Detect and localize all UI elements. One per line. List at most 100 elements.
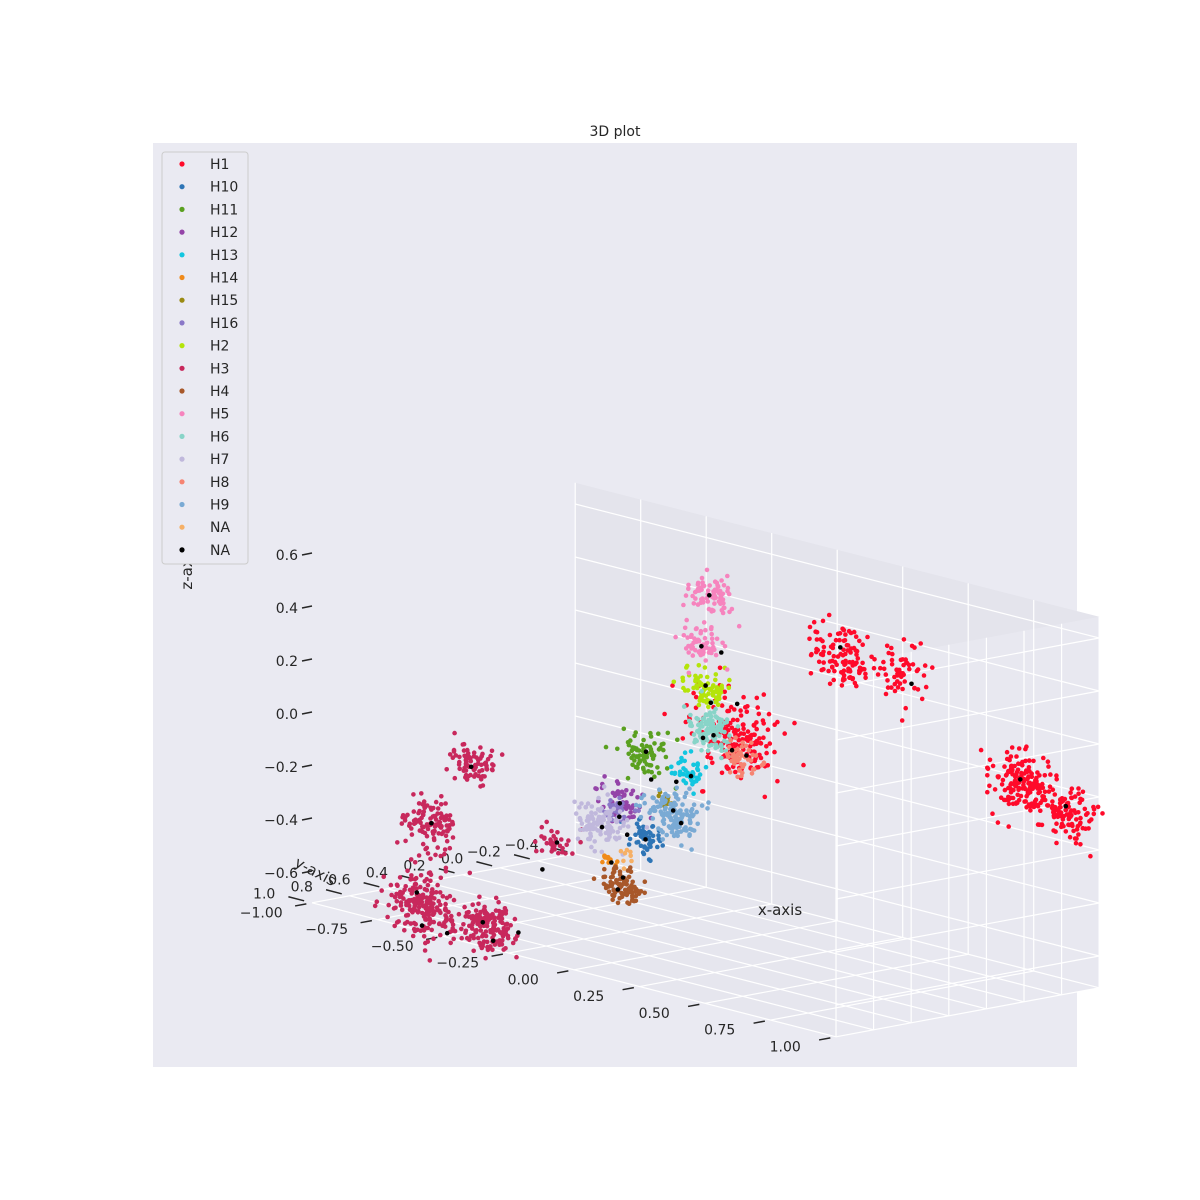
data-point	[648, 858, 653, 864]
data-point	[447, 845, 453, 851]
data-point	[827, 681, 833, 687]
data-point	[605, 792, 610, 797]
data-point	[452, 730, 457, 736]
data-point	[617, 805, 622, 811]
data-point	[488, 753, 493, 759]
data-point	[451, 747, 457, 753]
data-point	[637, 803, 643, 809]
x-tick-label: −0.25	[436, 956, 479, 972]
data-point	[743, 705, 748, 710]
data-point	[610, 870, 616, 876]
data-point	[514, 954, 519, 960]
data-point	[1077, 821, 1083, 827]
data-point	[1077, 800, 1082, 805]
data-point	[596, 795, 601, 801]
data-point	[1051, 828, 1056, 833]
data-point	[464, 935, 470, 941]
data-point	[588, 834, 594, 839]
data-point	[697, 729, 702, 735]
data-point	[590, 826, 596, 832]
data-point	[744, 709, 750, 714]
data-point	[1033, 797, 1039, 802]
data-point	[408, 921, 414, 926]
data-point	[857, 638, 862, 644]
data-point	[761, 735, 766, 740]
data-point	[601, 881, 607, 887]
data-point	[739, 753, 744, 758]
data-point	[985, 789, 990, 795]
data-point	[605, 809, 611, 815]
data-point	[716, 599, 722, 604]
data-point	[1010, 772, 1015, 777]
legend-label: H2	[210, 339, 229, 355]
data-point	[544, 840, 550, 846]
data-point	[508, 923, 513, 928]
x-tick-mark	[622, 986, 634, 991]
data-point	[693, 705, 699, 711]
data-point	[505, 933, 511, 939]
data-point	[563, 851, 568, 856]
data-point	[733, 735, 738, 740]
data-point	[435, 806, 441, 811]
data-point	[706, 646, 712, 652]
data-point	[695, 717, 701, 722]
data-point	[892, 688, 898, 694]
data-point	[1082, 806, 1088, 812]
data-point	[628, 869, 634, 874]
data-point	[693, 678, 698, 684]
data-point	[698, 673, 703, 679]
data-point	[696, 776, 701, 781]
data-point	[548, 837, 553, 842]
data-point	[904, 660, 909, 665]
data-point	[722, 605, 727, 611]
data-point	[679, 815, 684, 821]
data-point	[826, 650, 832, 656]
data-point	[591, 876, 597, 881]
data-point	[658, 804, 663, 809]
z-tick-mark	[301, 711, 313, 715]
data-point	[826, 612, 832, 618]
data-point	[714, 636, 720, 642]
data-point	[1076, 791, 1081, 796]
data-point	[642, 770, 647, 775]
data-point	[743, 743, 749, 749]
centroid-point	[703, 683, 708, 688]
data-point	[1095, 804, 1101, 810]
data-point	[1045, 759, 1051, 764]
z-tick-label: 0.6	[276, 548, 298, 564]
data-point	[424, 887, 430, 893]
data-point	[435, 845, 441, 850]
data-point	[539, 824, 545, 830]
data-point	[775, 778, 780, 784]
legend-marker	[179, 456, 185, 462]
data-point	[440, 894, 446, 899]
data-point	[707, 710, 713, 715]
legend-marker	[179, 501, 185, 508]
data-point	[391, 906, 397, 911]
data-point	[656, 747, 662, 752]
data-point	[445, 829, 450, 834]
data-point	[729, 606, 735, 612]
data-point	[1068, 790, 1073, 795]
data-point	[475, 921, 480, 927]
data-point	[1040, 785, 1046, 791]
data-point	[1026, 781, 1031, 786]
data-point	[396, 919, 402, 924]
data-point	[416, 905, 422, 910]
data-point	[618, 848, 624, 854]
data-point	[815, 647, 821, 653]
data-point	[732, 761, 737, 766]
z-tick-mark	[301, 605, 313, 609]
data-point	[912, 685, 917, 691]
centroid-point	[719, 650, 724, 655]
data-point	[584, 825, 589, 830]
x-tick-label: 0.00	[508, 972, 539, 988]
data-point	[430, 905, 435, 910]
data-point	[687, 833, 692, 839]
data-point	[687, 786, 692, 791]
data-point	[460, 742, 466, 747]
data-point	[482, 908, 488, 913]
legend-label: H10	[210, 180, 238, 196]
data-point	[462, 904, 467, 910]
data-point	[470, 902, 476, 907]
